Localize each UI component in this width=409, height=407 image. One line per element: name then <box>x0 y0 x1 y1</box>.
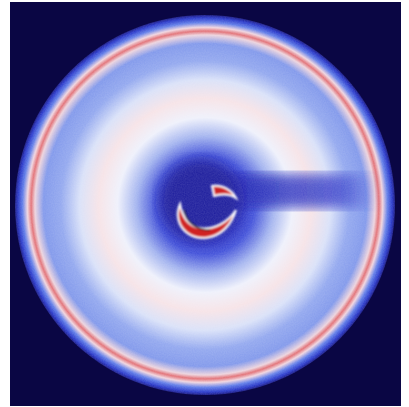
speckle <box>15 15 395 395</box>
diffraction-image <box>0 0 409 407</box>
page <box>0 0 409 407</box>
